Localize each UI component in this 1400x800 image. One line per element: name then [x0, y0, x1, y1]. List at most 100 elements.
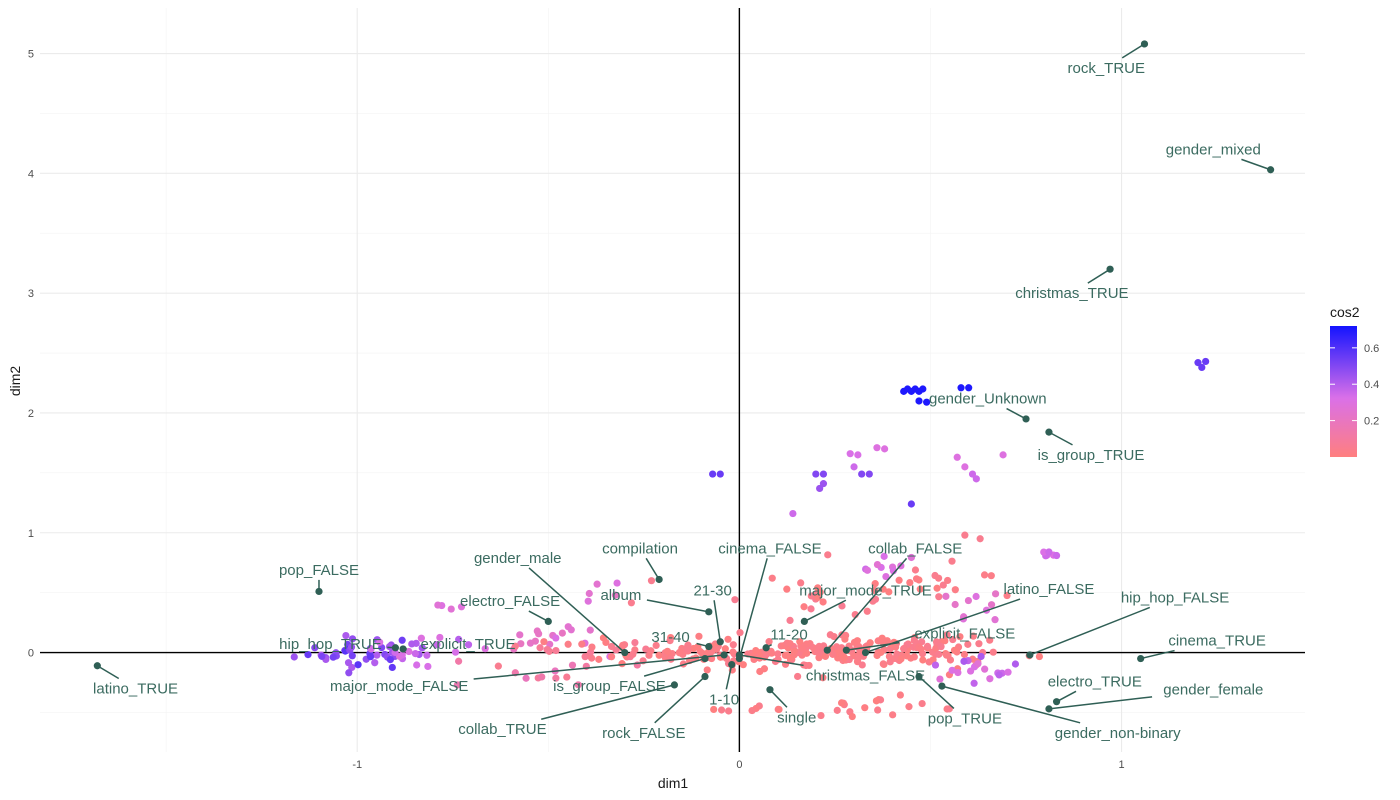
category-label: cinema_FALSE — [718, 540, 821, 557]
category-connector — [1048, 431, 1073, 446]
category-connector — [646, 599, 709, 613]
individual-point — [729, 641, 737, 649]
individual-point — [917, 645, 925, 653]
category-label: cinema_TRUE — [1168, 633, 1266, 650]
category-point — [938, 682, 946, 690]
category-connector — [1241, 158, 1271, 171]
individual-point — [344, 659, 353, 667]
individual-point — [517, 640, 525, 648]
individual-point — [986, 675, 994, 683]
individual-point — [786, 654, 794, 662]
category-point — [544, 617, 552, 626]
individual-point — [607, 653, 616, 661]
category-label: gender_Unknown — [929, 391, 1047, 408]
category-connector — [846, 641, 900, 651]
individual-point — [408, 640, 416, 648]
individual-point — [972, 592, 980, 601]
individual-point — [817, 711, 825, 720]
individual-point — [799, 645, 807, 653]
individual-point — [991, 616, 999, 624]
individual-point — [935, 593, 943, 601]
category-connector — [1006, 407, 1027, 420]
individual-point — [950, 646, 959, 654]
individual-point — [417, 634, 425, 642]
legend-tick-label: 0.4 — [1364, 379, 1379, 391]
individual-point — [729, 648, 737, 656]
individual-point — [889, 711, 897, 719]
category-label: explicit_FALSE — [914, 625, 1015, 642]
individual-point — [613, 579, 621, 587]
individual-point — [954, 668, 962, 677]
individual-point — [960, 657, 968, 665]
category-connector — [473, 654, 725, 680]
individual-point — [931, 661, 940, 669]
category-point — [655, 575, 663, 584]
individual-point — [775, 705, 783, 714]
category-point — [861, 648, 870, 657]
category-connector — [1056, 690, 1077, 703]
individual-point — [522, 674, 530, 682]
individual-point — [710, 705, 718, 714]
legend-title: cos2 — [1330, 304, 1360, 320]
individual-point — [858, 661, 866, 669]
individual-point — [511, 642, 519, 650]
individual-point — [796, 638, 804, 646]
individual-point — [956, 633, 964, 641]
individual-point — [618, 660, 626, 668]
individual-point — [891, 654, 899, 663]
individual-point — [481, 645, 489, 653]
individual-point — [968, 470, 977, 478]
category-connector — [826, 557, 908, 651]
individual-point — [897, 655, 905, 663]
individual-point — [912, 575, 921, 583]
individual-point — [975, 640, 983, 648]
individual-point — [866, 639, 874, 647]
individual-point — [814, 593, 822, 602]
category-label: electro_FALSE — [460, 593, 560, 610]
individual-point — [863, 607, 871, 615]
category-connector — [528, 567, 626, 654]
individual-point — [936, 675, 944, 683]
individual-point — [965, 384, 973, 392]
category-point — [1045, 705, 1053, 713]
individual-point — [717, 706, 726, 714]
individual-point — [964, 596, 973, 605]
individual-point — [919, 656, 927, 664]
category-point — [93, 662, 101, 670]
individual-point — [881, 445, 889, 453]
individual-point — [846, 450, 854, 458]
individual-point — [1035, 652, 1044, 661]
individual-point — [748, 706, 756, 715]
individual-point — [433, 641, 441, 649]
individual-point — [969, 632, 977, 640]
individual-point — [531, 637, 539, 645]
individual-point — [290, 653, 298, 661]
y-tick-label: 3 — [28, 288, 34, 300]
individual-point — [366, 653, 375, 661]
individual-point — [841, 635, 849, 643]
y-axis-title: dim2 — [7, 366, 23, 397]
individual-point — [824, 551, 832, 559]
individual-point — [652, 641, 660, 650]
individual-point — [900, 645, 908, 653]
individual-point — [768, 574, 776, 582]
category-label: rock_FALSE — [602, 725, 685, 742]
category-connector — [1048, 696, 1153, 710]
individual-point — [837, 699, 846, 707]
individual-point — [816, 484, 824, 493]
individual-point — [915, 397, 923, 405]
individual-point — [999, 451, 1007, 459]
individual-point — [942, 651, 951, 659]
individual-point — [797, 579, 805, 587]
category-connector — [654, 675, 706, 724]
individual-point — [724, 635, 732, 643]
individual-point — [812, 470, 820, 478]
individual-point — [980, 571, 989, 579]
individual-point — [895, 576, 903, 584]
individual-point — [721, 645, 729, 653]
category-label: major_mode_FALSE — [330, 678, 468, 695]
individual-point — [348, 652, 356, 660]
individual-point — [970, 679, 978, 687]
individual-point — [712, 645, 721, 653]
